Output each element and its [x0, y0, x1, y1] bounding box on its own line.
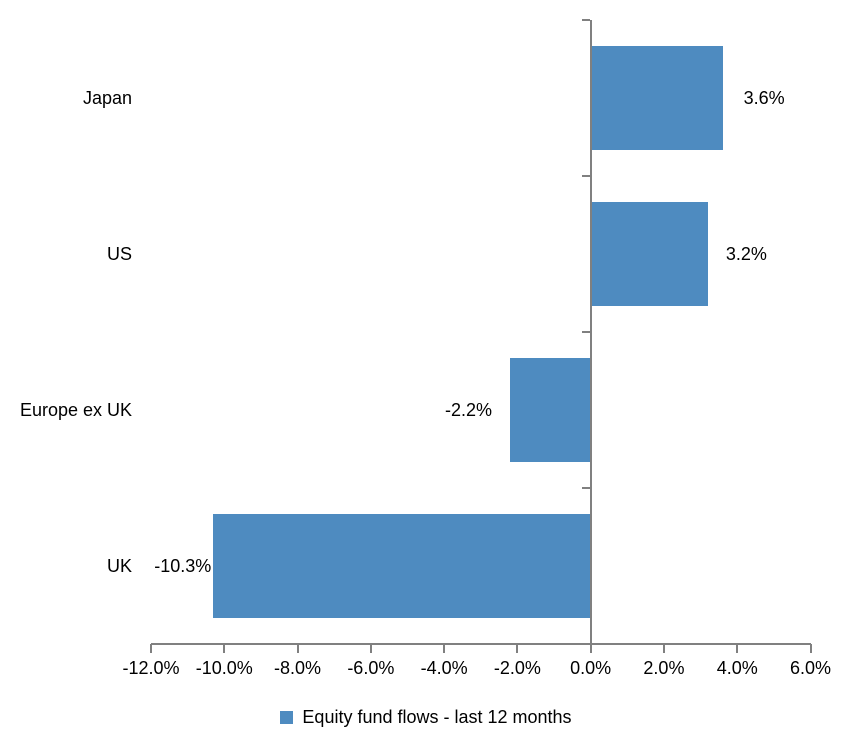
x-axis-tick: [662, 644, 665, 653]
x-tick-label-5: -2.0%: [493, 658, 541, 678]
category-label-europe-ex-uk: Europe ex UK: [19, 399, 132, 420]
x-tick-label-9: 6.0%: [789, 658, 832, 678]
category-label-japan: Japan: [82, 87, 132, 108]
legend-swatch-icon: [280, 711, 294, 724]
x-axis-tick: [369, 644, 372, 653]
x-axis-tick: [589, 644, 592, 653]
x-tick-label-2: -8.0%: [274, 658, 322, 678]
x-axis-tick: [223, 644, 226, 653]
value-label-japan: 3.6%: [743, 88, 785, 108]
x-axis-line: [151, 643, 811, 645]
bar-us: [590, 202, 708, 306]
x-tick-label-0: -12.0%: [122, 658, 180, 678]
bar-europe-ex-uk: [510, 358, 591, 462]
y-axis-tick: [581, 19, 590, 21]
x-tick-label-8: 4.0%: [716, 658, 758, 678]
y-axis-tick: [581, 175, 590, 177]
x-axis-tick: [809, 644, 812, 653]
category-label-uk: UK: [106, 555, 132, 576]
category-label-us: US: [106, 243, 132, 264]
bar-uk: [213, 514, 591, 618]
y-axis-tick: [581, 331, 590, 333]
legend: Equity fund flows - last 12 months: [0, 707, 852, 728]
x-tick-label-6: 0.0%: [570, 658, 612, 678]
x-axis-tick: [736, 644, 739, 653]
value-label-uk: -10.3%: [154, 556, 212, 576]
x-axis-tick: [296, 644, 299, 653]
y-axis-tick: [581, 487, 590, 489]
bar-japan: [590, 46, 723, 150]
y-axis-line: [589, 20, 592, 644]
x-axis-tick: [443, 644, 446, 653]
x-tick-label-3: -6.0%: [347, 658, 395, 678]
value-label-us: 3.2%: [725, 244, 767, 264]
x-axis-tick: [516, 644, 519, 653]
x-axis-tick: [150, 644, 152, 653]
x-tick-label-7: 2.0%: [643, 658, 685, 678]
value-label-europe-ex-uk: -2.2%: [445, 400, 493, 420]
x-tick-label-1: -10.0%: [195, 658, 253, 678]
legend-label: Equity fund flows - last 12 months: [302, 707, 572, 727]
x-tick-label-4: -4.0%: [420, 658, 468, 678]
